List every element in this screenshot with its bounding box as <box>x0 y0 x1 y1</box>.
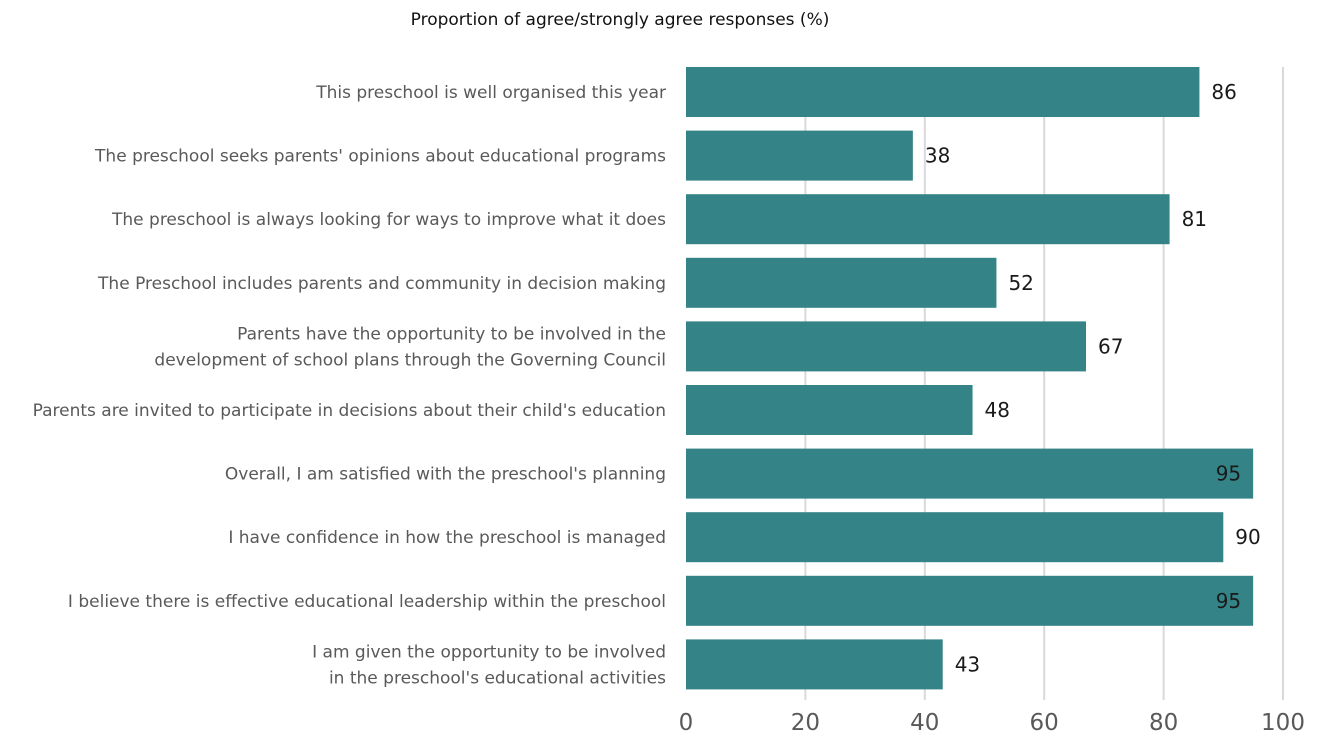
data-label: 52 <box>1008 271 1033 295</box>
category-label: in the preschool's educational activitie… <box>329 668 666 688</box>
data-label: 43 <box>955 652 980 676</box>
category-label: Parents are invited to participate in de… <box>33 401 666 421</box>
category-label: I am given the opportunity to be involve… <box>312 642 666 662</box>
category-label: This preschool is well organised this ye… <box>315 83 666 103</box>
x-tick-label: 0 <box>679 710 694 733</box>
data-label: 90 <box>1235 525 1260 549</box>
category-label: Overall, I am satisfied with the prescho… <box>225 465 666 485</box>
bar <box>686 130 913 181</box>
category-label: The preschool seeks parents' opinions ab… <box>94 147 666 167</box>
x-tick-label: 40 <box>910 710 939 733</box>
x-tick-label: 80 <box>1149 710 1178 733</box>
category-label: The preschool is always looking for ways… <box>111 210 666 230</box>
bar <box>686 257 997 308</box>
category-label: The Preschool includes parents and commu… <box>97 274 666 294</box>
bar <box>686 448 1254 499</box>
bar <box>686 512 1224 563</box>
data-label: 95 <box>1216 462 1241 486</box>
bar <box>686 321 1086 372</box>
category-label: Parents have the opportunity to be invol… <box>237 324 666 344</box>
x-tick-label: 60 <box>1030 710 1059 733</box>
x-tick-label: 100 <box>1261 710 1305 733</box>
x-axis-tick-labels: 0 20 40 60 80 100 <box>679 710 1305 733</box>
x-tick-label: 20 <box>791 710 820 733</box>
data-label: 95 <box>1216 589 1241 613</box>
value-labels: 86 38 81 52 67 48 95 90 95 43 <box>925 80 1261 676</box>
bar <box>686 575 1254 626</box>
data-label: 38 <box>925 144 950 168</box>
category-label: I believe there is effective educational… <box>68 592 666 612</box>
data-label: 86 <box>1211 80 1236 104</box>
category-label: I have confidence in how the preschool i… <box>228 528 666 548</box>
chart-title: Proportion of agree/strongly agree respo… <box>410 10 830 30</box>
bar <box>686 639 943 690</box>
bars <box>686 67 1254 690</box>
category-labels: This preschool is well organised this ye… <box>33 83 667 688</box>
bar <box>686 194 1170 245</box>
category-label: development of school plans through the … <box>154 350 666 370</box>
data-label: 67 <box>1098 334 1123 358</box>
bar <box>686 67 1200 117</box>
bar <box>686 385 973 435</box>
data-label: 81 <box>1182 207 1207 231</box>
data-label: 48 <box>985 398 1010 422</box>
